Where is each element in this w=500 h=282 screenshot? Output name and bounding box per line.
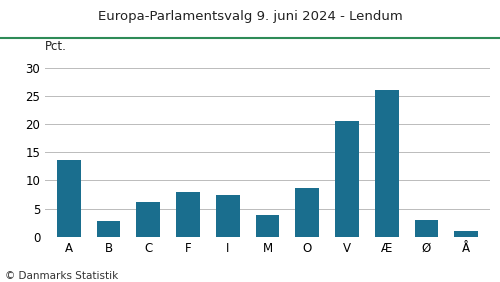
Text: © Danmarks Statistik: © Danmarks Statistik	[5, 271, 118, 281]
Text: Europa-Parlamentsvalg 9. juni 2024 - Lendum: Europa-Parlamentsvalg 9. juni 2024 - Len…	[98, 10, 403, 23]
Bar	[216, 195, 240, 237]
Bar	[375, 90, 398, 237]
Bar	[414, 220, 438, 237]
Text: Pct.: Pct.	[45, 40, 67, 53]
Bar	[335, 121, 359, 237]
Bar	[176, 192, 200, 237]
Bar	[136, 202, 160, 237]
Bar	[96, 221, 120, 237]
Bar	[296, 188, 319, 237]
Bar	[57, 160, 81, 237]
Bar	[256, 215, 280, 237]
Bar	[454, 231, 478, 237]
